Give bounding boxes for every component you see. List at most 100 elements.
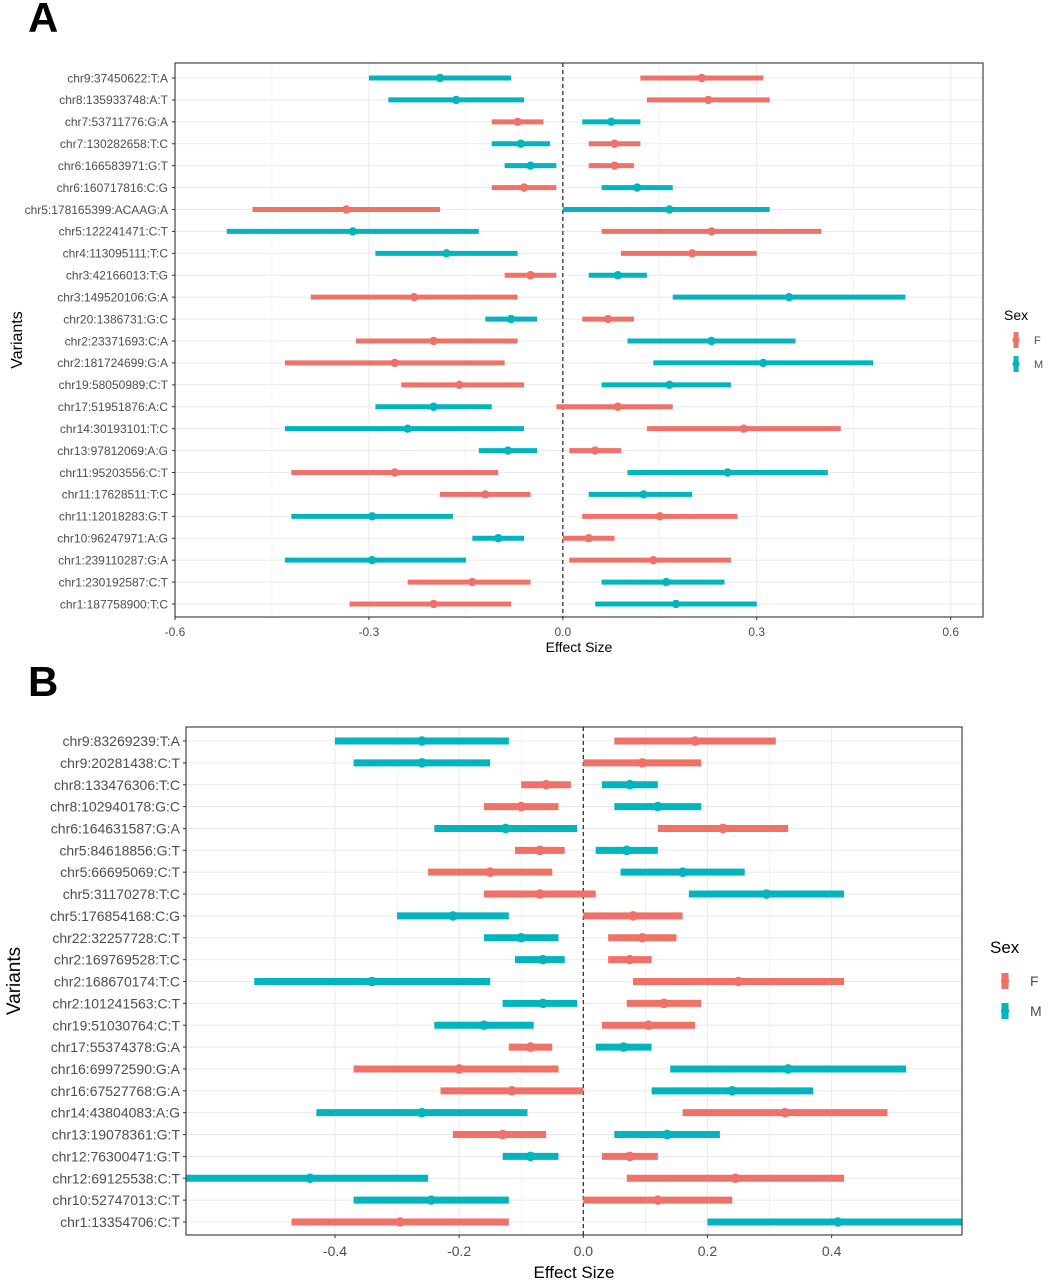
variant-label: chr9:37450622:T:A [67,71,168,85]
point-estimate-m [783,1064,793,1074]
panel-b: chr9:83269239:T:A chr9:20281438:C:T chr8:1… [4,726,1042,1280]
point-estimate-m [723,468,732,477]
variant-label: chr14:30193101:T:C [60,422,168,436]
variant-label: chr11:95203556:C:T [59,466,168,480]
point-estimate-f [643,1020,654,1031]
point-estimate-f [653,1195,663,1205]
x-tick-label: -0.6 [165,625,186,639]
variant-label: chr22:32257728:C:T [52,930,180,946]
point-estimate-f [733,976,744,987]
point-estimate-m [403,424,412,433]
variant-label: chr2:101241563:C:T [52,995,180,1011]
y-axis-title: Variants [4,947,25,1015]
point-estimate-m [621,845,632,856]
point-estimate-f [525,1042,536,1052]
variant-label: chr1:230192587:C:T [59,575,169,589]
point-estimate-f [659,998,669,1009]
variant-label: chr6:166583971:G:T [58,159,169,173]
point-estimate-f [780,1107,790,1118]
variant-label: chr2:169769528:T:C [54,952,180,968]
variant-label: chr2:23371693:C:A [65,334,168,348]
plot-border [174,62,984,618]
point-estimate-f [429,599,438,609]
point-estimate-m [451,95,461,105]
variant-label: chr8:102940178:G:C [50,799,180,815]
plot-background [175,63,983,617]
point-estimate-f [526,271,535,280]
point-estimate-f [628,911,638,921]
point-estimate-m [618,1042,629,1052]
point-estimate-m [516,932,527,943]
point-estimate-m [525,1151,536,1162]
variant-label: chr13:19078361:G:T [52,1127,181,1143]
point-estimate-m [479,1020,489,1031]
point-estimate-m [442,249,451,258]
panel-label-b: B [28,658,59,705]
variant-label: chr19:51030764:C:T [52,1017,180,1033]
point-estimate-m [665,380,674,390]
variant-label: chr17:55374378:G:A [51,1039,181,1055]
point-estimate-m [500,823,511,834]
point-estimate-m [677,867,688,877]
plot-border [185,726,963,1236]
x-tick-label: 0.0 [574,1243,594,1259]
point-estimate-m [662,577,671,587]
point-estimate-f [481,490,490,499]
variant-label: chr10:52747013:C:T [52,1192,180,1208]
variant-label: chr12:69125538:C:T [52,1170,180,1186]
point-estimate-f [625,954,635,965]
panel-label-a: A [28,0,59,41]
x-tick-label: -0.2 [447,1243,471,1259]
variant-label: chr1:187758900:T:C [60,597,168,611]
point-estimate-f [637,932,648,943]
variant-label: chr4:113095111:T:C [63,247,169,261]
point-estimate-m [653,801,663,812]
point-estimate-m [526,161,535,170]
point-estimate-m [538,954,548,965]
variant-label: chr19:58050989:C:T [59,378,169,392]
variant-label: chr1:13354706:C:T [60,1214,180,1230]
point-estimate-f [516,801,527,812]
point-estimate-m [761,889,772,899]
x-tick-label: -0.3 [359,625,380,639]
variant-label: chr16:67527768:G:A [51,1083,181,1099]
point-estimate-m [429,402,438,411]
point-estimate-m [833,1217,843,1227]
variant-label: chr1:239110287:G:A [58,553,168,567]
point-estimate-f [655,512,664,521]
point-estimate-f [390,358,399,368]
point-estimate-m [494,534,503,543]
point-estimate-f [429,336,438,346]
variant-label: chr5:66695069:C:T [60,864,180,880]
variant-label: chr9:20281438:C:T [60,755,180,771]
point-estimate-f [455,380,464,390]
point-estimate-m [435,73,445,83]
variant-label: chr7:53711776:G:A [65,115,168,129]
point-estimate-f [704,95,713,105]
variant-label: chr10:96247971:A:G [57,532,168,546]
point-estimate-f [584,534,593,543]
variant-label: chr17:51951876:A:C [58,400,168,414]
variant-label: chr8:135933748:A:T [59,93,168,107]
variant-label: chr6:160717816:C:G [57,181,168,195]
point-estimate-f [730,1173,741,1184]
point-estimate-f [541,779,551,790]
variant-label: chr5:178165399:ACAAG:A [25,203,168,217]
variant-label: chr14:43804083:A:G [51,1105,180,1121]
point-estimate-f [739,424,749,433]
x-tick-label: 0.4 [822,1243,842,1259]
point-estimate-f [625,1151,635,1162]
point-estimate-m [417,1107,427,1118]
legend-label-f: F [1034,335,1041,347]
legend: Sex FM [990,938,1042,1019]
x-axis-title: Effect Size [534,1263,615,1280]
legend: Sex FM [1004,307,1043,372]
point-estimate-f [535,845,545,856]
variant-label: chr20:1386731:G:C [63,312,168,326]
point-estimate-f [697,73,707,83]
variant-label: chr7:130282658:T:C [60,137,168,151]
variant-label: chr11:17628511:T:C [62,488,169,502]
point-estimate-f [342,205,351,214]
y-axis-title: Variants [9,311,26,369]
